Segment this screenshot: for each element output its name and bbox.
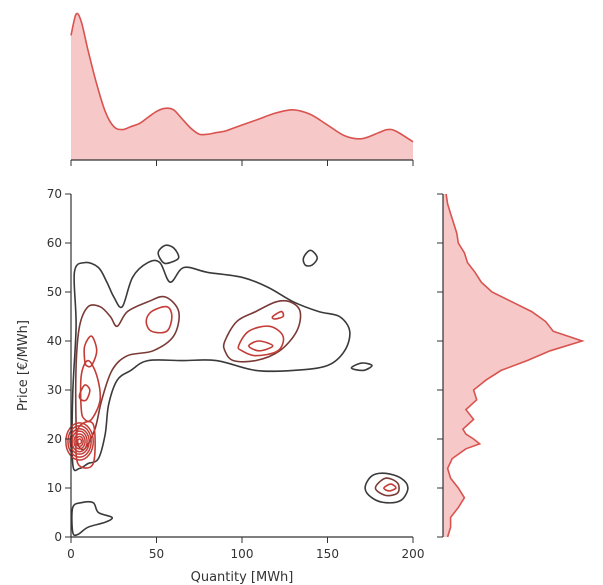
- x-tick-label: 150: [316, 547, 339, 561]
- x-axis-label: Quantity [MWh]: [191, 570, 294, 585]
- contour-peak-ring: [71, 430, 88, 453]
- contour-peak-ring: [75, 435, 84, 448]
- x-marginal-axis: [70, 159, 414, 166]
- contour-line: [302, 249, 318, 267]
- y-marginal-density-line: [445, 193, 585, 538]
- x-tick-label: 200: [402, 547, 425, 561]
- x-tick-label: 100: [231, 547, 254, 561]
- y-tick-label: 50: [47, 285, 62, 299]
- contour-line: [350, 362, 373, 372]
- contour-line: [248, 340, 274, 352]
- y-tick-label: 40: [47, 334, 62, 348]
- x-marginal-density-fill: [71, 13, 413, 160]
- contour-line: [79, 359, 102, 423]
- contour-line: [383, 483, 397, 492]
- x-marginal-density-line: [70, 12, 414, 143]
- y-tick-label: 10: [47, 481, 62, 495]
- y-axis-label: Price [€/MWh]: [16, 320, 31, 411]
- joint-plot: 0 50 100 150 200 0 10 20 30 40 50 60 70 Quantity [MW…: [16, 187, 424, 585]
- contour-peak-ring: [65, 422, 95, 461]
- contour-line: [78, 384, 91, 402]
- y-marginal-axis: [437, 193, 444, 538]
- contour-line: [222, 299, 302, 363]
- contour-line: [71, 259, 351, 472]
- contour-line: [237, 325, 285, 357]
- contour-line: [83, 335, 98, 368]
- y-tick-label: 0: [54, 530, 62, 544]
- y-tick-label: 70: [47, 187, 62, 201]
- contour-line: [374, 477, 400, 497]
- contour-line: [364, 472, 409, 504]
- contour-line: [75, 295, 180, 451]
- contour-line: [271, 310, 285, 320]
- contour-peak-ring: [73, 433, 86, 450]
- y-tick-label: 30: [47, 383, 62, 397]
- contour-peak-ring: [67, 425, 92, 458]
- contour-line: [157, 244, 180, 265]
- main-axes: 0 50 100 150 200 0 10 20 30 40 50 60 70: [47, 187, 425, 561]
- contour-peak-ring: [69, 428, 90, 455]
- y-tick-label: 60: [47, 236, 62, 250]
- contour-peak-ring: [76, 438, 83, 445]
- x-tick-label: 50: [149, 547, 164, 561]
- contour-group: [65, 244, 409, 537]
- top-marginal-plot: [70, 12, 414, 166]
- contour-line: [145, 305, 173, 334]
- right-marginal-plot: [437, 193, 585, 538]
- x-tick-label: 0: [67, 547, 75, 561]
- y-tick-label: 20: [47, 432, 62, 446]
- contour-line: [71, 500, 114, 537]
- contour-line: [75, 420, 96, 469]
